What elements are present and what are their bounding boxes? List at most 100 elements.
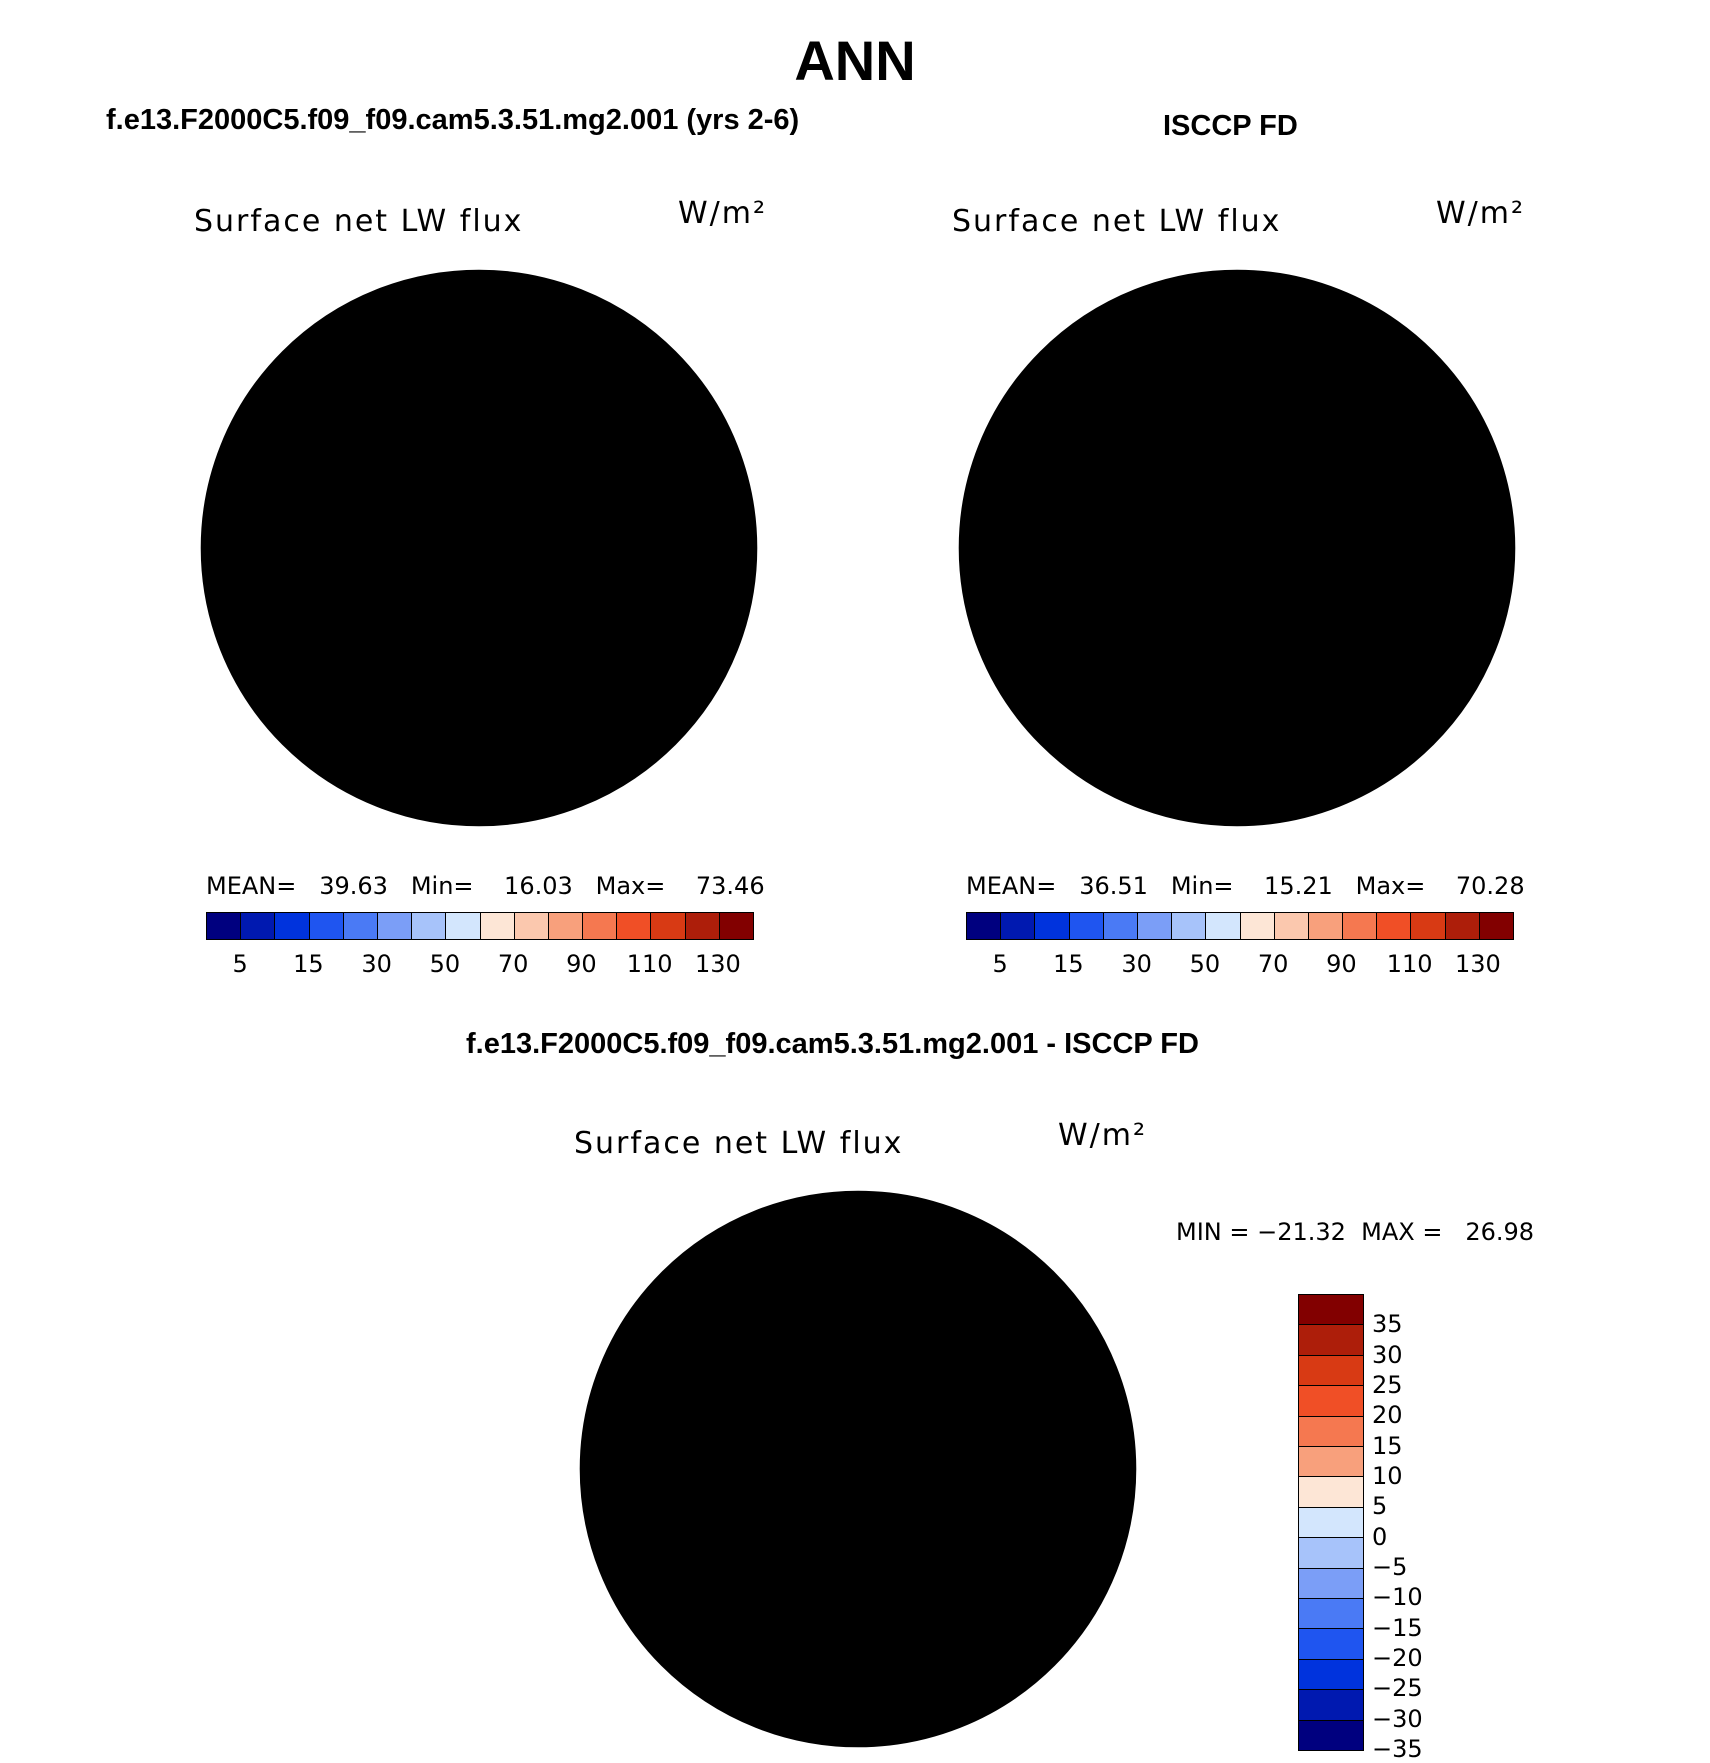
colorbar-tick-label: 15 — [293, 950, 324, 978]
stats-obs: MEAN= 36.51 Min= 15.21 Max= 70.28 — [966, 872, 1525, 900]
colorbar-tick-label: −10 — [1372, 1583, 1423, 1612]
colorbar-swatch — [1103, 913, 1138, 939]
panel-title-obs: ISCCP FD — [1163, 110, 1298, 142]
colorbar-tick-label: 20 — [1372, 1401, 1403, 1430]
colorbar-swatch — [1299, 1629, 1363, 1660]
colorbar-swatch — [1299, 1720, 1363, 1751]
colorbar-tick-label: 35 — [1372, 1310, 1403, 1339]
units-label: W/m² — [678, 196, 768, 231]
colorbar-tick-label: −30 — [1372, 1704, 1423, 1733]
colorbar-diff — [1298, 1294, 1364, 1751]
colorbar-swatch — [1240, 913, 1275, 939]
units-label: W/m² — [1436, 196, 1526, 231]
colorbar-tick-label: 130 — [1454, 950, 1501, 978]
colorbar-swatch — [1377, 913, 1412, 939]
polar-map-diff — [579, 1190, 1137, 1748]
colorbar-swatch — [1137, 913, 1173, 939]
colorbar-tick-label: 25 — [1372, 1371, 1403, 1399]
colorbar-swatch — [514, 913, 549, 939]
colorbar-tick-label: −15 — [1372, 1613, 1423, 1642]
colorbar-labels-model: 5 15 30 50 70 90 110 130 — [206, 950, 752, 980]
colorbar-swatch — [343, 913, 378, 939]
colorbar-obs — [966, 912, 1514, 940]
colorbar-swatch — [548, 913, 584, 939]
colorbar-tick-label: 50 — [429, 950, 461, 978]
colorbar-swatch — [1299, 1538, 1363, 1569]
polar-map-obs — [958, 269, 1516, 827]
colorbar-labels-diff: 35 30 25 20 15 10 5 0 −5 −10 −15 −20 −25 −30 −35 — [1372, 1294, 1472, 1763]
variable-label: Surface net LW flux — [574, 1126, 904, 1161]
colorbar-tick-label: −5 — [1372, 1553, 1408, 1581]
colorbar-swatch — [377, 913, 413, 939]
colorbar-swatch — [719, 913, 753, 939]
colorbar-swatch — [1479, 913, 1513, 939]
colorbar-swatch — [1299, 1416, 1363, 1448]
colorbar-swatch — [412, 913, 447, 939]
colorbar-swatch — [1299, 1477, 1363, 1508]
colorbar-swatch — [1308, 913, 1344, 939]
colorbar-tick-label: 70 — [1257, 950, 1289, 978]
units-label: W/m² — [1058, 1118, 1148, 1153]
colorbar-swatch — [1206, 913, 1241, 939]
colorbar-swatch — [617, 913, 652, 939]
colorbar-swatch — [1299, 1355, 1363, 1387]
colorbar-swatch — [1445, 913, 1480, 939]
colorbar-tick-label: 5 — [992, 950, 1008, 978]
panel-title-diff: f.e13.F2000C5.f09_f09.cam5.3.51.mg2.001 … — [466, 1028, 1199, 1060]
colorbar-swatch — [1299, 1295, 1363, 1326]
colorbar-tick-label: 110 — [1386, 950, 1433, 978]
colorbar-tick-label: −20 — [1372, 1644, 1423, 1672]
colorbar-swatch — [1299, 1659, 1363, 1691]
colorbar-tick-label: 90 — [1326, 950, 1357, 978]
colorbar-tick-label: −35 — [1372, 1735, 1423, 1763]
colorbar-swatch — [1299, 1507, 1363, 1539]
variable-label: Surface net LW flux — [194, 204, 524, 239]
colorbar-swatch — [207, 913, 242, 939]
figure-title: ANN — [794, 29, 916, 92]
colorbar-swatch — [1299, 1690, 1363, 1721]
colorbar-swatch — [446, 913, 481, 939]
colorbar-swatch — [583, 913, 618, 939]
colorbar-swatch — [685, 913, 720, 939]
colorbar-tick-label: 5 — [232, 950, 248, 978]
colorbar-labels-obs: 5 15 30 50 70 90 110 130 — [966, 950, 1512, 980]
colorbar-swatch — [309, 913, 344, 939]
colorbar-tick-label: 50 — [1189, 950, 1221, 978]
panel-title-model: f.e13.F2000C5.f09_f09.cam5.3.51.mg2.001 … — [106, 104, 800, 136]
colorbar-tick-label: 30 — [361, 950, 392, 978]
colorbar-swatch — [1299, 1568, 1363, 1600]
colorbar-tick-label: 0 — [1372, 1522, 1388, 1551]
colorbar-swatch — [967, 913, 1002, 939]
colorbar-tick-label: 110 — [626, 950, 673, 978]
colorbar-tick-label: 90 — [566, 950, 597, 978]
colorbar-swatch — [1299, 1599, 1363, 1630]
colorbar-swatch — [1274, 913, 1309, 939]
colorbar-swatch — [651, 913, 686, 939]
colorbar-tick-label: 5 — [1372, 1492, 1388, 1521]
colorbar-swatch — [241, 913, 276, 939]
colorbar-swatch — [1299, 1386, 1363, 1417]
colorbar-tick-label: −25 — [1372, 1674, 1423, 1703]
colorbar-model — [206, 912, 754, 940]
polar-map-model — [200, 269, 758, 827]
colorbar-swatch — [1001, 913, 1036, 939]
colorbar-swatch — [1343, 913, 1378, 939]
variable-label: Surface net LW flux — [952, 204, 1282, 239]
colorbar-swatch — [1069, 913, 1104, 939]
colorbar-tick-label: 10 — [1372, 1462, 1403, 1490]
colorbar-swatch — [1299, 1447, 1363, 1478]
colorbar-tick-label: 15 — [1372, 1431, 1403, 1460]
colorbar-swatch — [1299, 1325, 1363, 1356]
colorbar-tick-label: 30 — [1121, 950, 1152, 978]
colorbar-swatch — [1411, 913, 1446, 939]
colorbar-tick-label: 15 — [1053, 950, 1084, 978]
colorbar-swatch — [1172, 913, 1207, 939]
colorbar-tick-label: 70 — [497, 950, 529, 978]
stats-model: MEAN= 39.63 Min= 16.03 Max= 73.46 — [206, 872, 765, 900]
colorbar-tick-label: 30 — [1372, 1340, 1403, 1369]
stats-diff: MIN = −21.32 MAX = 26.98 — [1176, 1218, 1535, 1246]
colorbar-swatch — [275, 913, 310, 939]
colorbar-tick-label: 130 — [694, 950, 741, 978]
colorbar-swatch — [480, 913, 515, 939]
colorbar-swatch — [1035, 913, 1070, 939]
